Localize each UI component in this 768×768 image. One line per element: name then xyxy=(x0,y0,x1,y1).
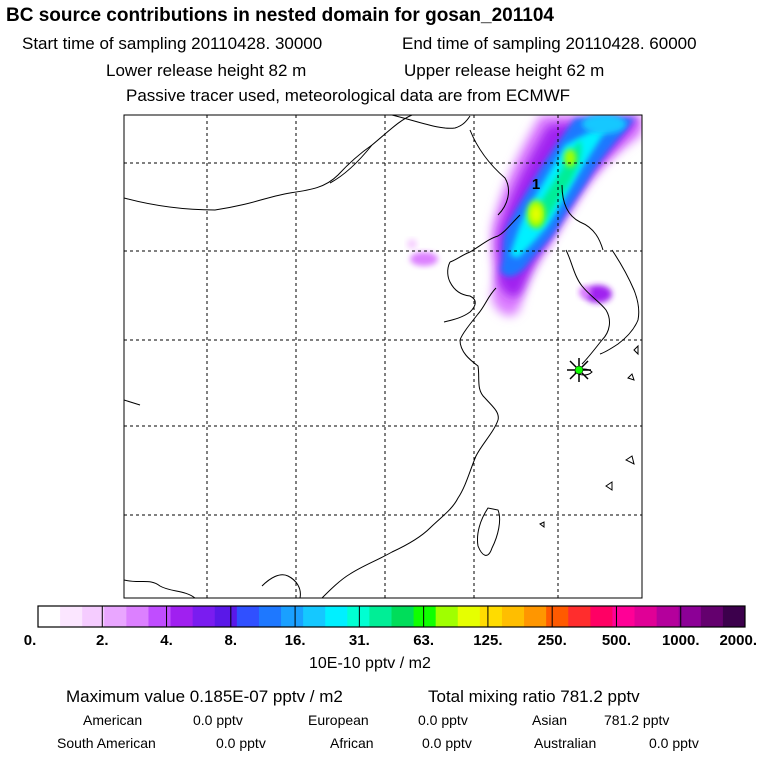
plume-field xyxy=(407,115,642,316)
colorbar-segment xyxy=(347,606,370,627)
colorbar-segment xyxy=(700,606,724,627)
colorbar-unit-label: 10E-10 pptv / m2 xyxy=(309,655,431,672)
region-european-value: 0.0 pptv xyxy=(418,712,468,728)
colorbar-segment xyxy=(281,606,304,627)
plot-title: BC source contributions in nested domain… xyxy=(6,5,554,26)
coastlines xyxy=(124,115,640,598)
colorbar-segment xyxy=(722,606,746,627)
colorbar-segment xyxy=(236,606,260,627)
receptor-star-icon xyxy=(567,358,591,382)
lower-height-label: Lower release height 82 m xyxy=(106,61,307,80)
colorbar-segment xyxy=(656,606,680,627)
colorbar-segment xyxy=(546,606,569,627)
colorbar-segment xyxy=(369,606,392,627)
colorbar-segment xyxy=(258,606,282,627)
region-asian-name: Asian xyxy=(532,712,568,728)
colorbar-frame xyxy=(37,605,746,628)
colorbar-tick-label: 2. xyxy=(96,632,109,649)
plume-number-label: 1 xyxy=(532,176,540,193)
colorbar-segment xyxy=(104,606,127,627)
colorbar-segment xyxy=(303,606,326,627)
upper-height-label: Upper release height 62 m xyxy=(404,61,605,80)
colorbar-tick-label: 500. xyxy=(602,632,631,649)
region-south-american-value: 0.0 pptv xyxy=(216,735,266,751)
colorbar-tick-label: 1000. xyxy=(662,632,700,649)
colorbar-segment xyxy=(126,606,149,627)
colorbar-segment xyxy=(435,606,459,627)
colorbar-tick-label: 16. xyxy=(285,632,306,649)
colorbar xyxy=(38,606,746,627)
colorbar-ticks: 0. 2. 4. 8. 16. 31. 63. 125. 250. 500. 1000. 2000. xyxy=(24,606,757,649)
map-area: 1 xyxy=(124,115,642,598)
region-australian-value: 0.0 pptv xyxy=(649,735,699,751)
region-american-name: American xyxy=(83,712,143,728)
colorbar-tick-label: 0. xyxy=(24,632,37,649)
colorbar-segment xyxy=(479,606,503,627)
region-american-value: 0.0 pptv xyxy=(193,712,243,728)
region-asian-value: 781.2 pptv xyxy=(604,712,670,728)
colorbar-segment xyxy=(590,606,613,627)
colorbar-segment xyxy=(148,606,172,627)
colorbar-tick-label: 2000. xyxy=(719,632,757,649)
map-frame xyxy=(123,114,643,599)
colorbar-tick-label: 31. xyxy=(349,632,370,649)
colorbar-segment xyxy=(634,606,658,627)
maximum-value-label: Maximum value 0.185E-07 pptv / m2 xyxy=(66,687,343,706)
colorbar-tick-label: 4. xyxy=(160,632,173,649)
colorbar-segment xyxy=(678,606,702,627)
region-european-name: European xyxy=(308,712,369,728)
tracer-note: Passive tracer used, meteorological data… xyxy=(126,86,571,105)
colorbar-segment xyxy=(60,606,83,627)
colorbar-segment xyxy=(391,606,415,627)
colorbar-segment xyxy=(501,606,525,627)
colorbar-segment xyxy=(413,606,437,627)
colorbar-segment xyxy=(170,606,194,627)
region-african-value: 0.0 pptv xyxy=(422,735,472,751)
region-south-american-name: South American xyxy=(57,735,156,751)
start-time-label: Start time of sampling 20110428. 30000 xyxy=(22,34,323,53)
colorbar-segment xyxy=(325,606,348,627)
total-mixing-ratio-label: Total mixing ratio 781.2 pptv xyxy=(428,687,640,706)
colorbar-segment xyxy=(524,606,547,627)
colorbar-tick-label: 63. xyxy=(413,632,434,649)
colorbar-tick-label: 250. xyxy=(538,632,567,649)
end-time-label: End time of sampling 20110428. 60000 xyxy=(402,34,697,53)
region-african-name: African xyxy=(330,735,374,751)
colorbar-segment xyxy=(568,606,591,627)
colorbar-segment xyxy=(612,606,636,627)
grid-lines xyxy=(124,115,642,598)
colorbar-segment xyxy=(192,606,216,627)
colorbar-tick-label: 8. xyxy=(225,632,238,649)
colorbar-tick-label: 125. xyxy=(473,632,502,649)
region-australian-name: Australian xyxy=(534,735,597,751)
colorbar-segment xyxy=(82,606,105,627)
colorbar-segment xyxy=(214,606,238,627)
colorbar-segment xyxy=(457,606,481,627)
colorbar-segment xyxy=(38,606,61,627)
